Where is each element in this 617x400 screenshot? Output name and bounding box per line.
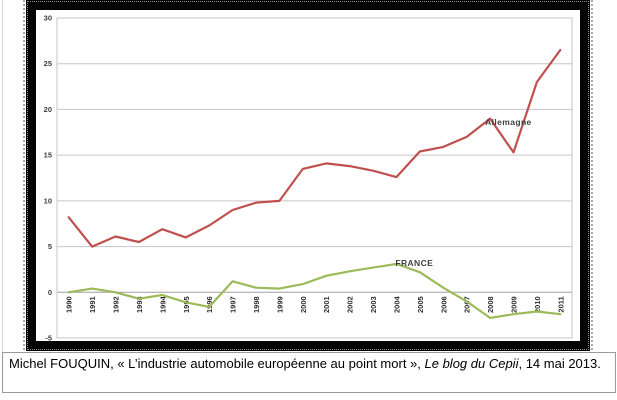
x-axis-tick-label: 2000 (299, 296, 308, 313)
x-axis-tick-label: 2003 (369, 296, 378, 313)
series-label-allemagne: Allemagne (485, 117, 532, 127)
figure-caption: Michel FOUQUIN, « L’industrie automobile… (2, 352, 616, 393)
caption-source-italic: Le blog du Cepii (424, 356, 519, 371)
y-axis-tick-label: 20 (44, 105, 52, 114)
x-axis-tick-label: 2001 (322, 296, 331, 313)
figure-frame: 30 25 20 15 10 5 0 -5 1990 1991 1992 1993 1994 1995 19… (23, 0, 593, 354)
x-axis-tick-label: 1996 (205, 296, 214, 313)
x-axis-tick-label: 1995 (182, 296, 191, 313)
x-axis-tick-label: 1994 (158, 295, 167, 313)
x-axis-tick-label: 1999 (275, 296, 284, 313)
x-axis-tick-label: 2009 (510, 296, 519, 313)
series-label-france: FRANCE (395, 258, 433, 268)
chart-svg: 30 25 20 15 10 5 0 -5 1990 1991 1992 1993 1994 1995 19… (44, 14, 573, 342)
series-line-allemagne (67, 48, 562, 248)
y-axis-tick-label: 10 (44, 196, 52, 205)
x-axis-tick-label: 1991 (88, 296, 97, 313)
plot-area-border (56, 17, 573, 339)
x-axis-tick-label: 2004 (392, 295, 401, 313)
y-axis-tick-label: 25 (44, 59, 52, 68)
x-axis-tick-label: 2011 (556, 296, 565, 312)
x-axis-tick-label: 1993 (135, 296, 144, 313)
x-axis-tick-label: 1998 (252, 296, 261, 313)
y-axis-tick-label: 15 (44, 151, 52, 160)
x-axis-tick-label: 2002 (346, 296, 355, 313)
x-axis-tick-label: 2006 (439, 296, 448, 313)
caption-text-start: Michel FOUQUIN, « L’industrie automobile… (9, 356, 425, 371)
y-axis-tick-label: -5 (45, 334, 52, 342)
x-axis-tick-label: 2005 (416, 296, 425, 313)
table-left-border (2, 0, 3, 352)
x-axis-tick-label: 2007 (463, 296, 472, 313)
y-axis-tick-label: 0 (48, 288, 52, 297)
y-axis-tick-label: 5 (48, 242, 52, 251)
x-axis-tick-label: 2010 (533, 296, 542, 313)
x-axis-tick-label: 1997 (229, 296, 238, 313)
series-line-france (67, 262, 562, 319)
y-axis-tick-label: 30 (44, 14, 52, 23)
x-axis-tick-label: 1992 (112, 296, 121, 313)
x-axis-tick-label: 1990 (65, 296, 74, 313)
caption-text-end: , 14 mai 2013. (518, 356, 601, 371)
x-axis-tick-label: 2008 (486, 296, 495, 313)
